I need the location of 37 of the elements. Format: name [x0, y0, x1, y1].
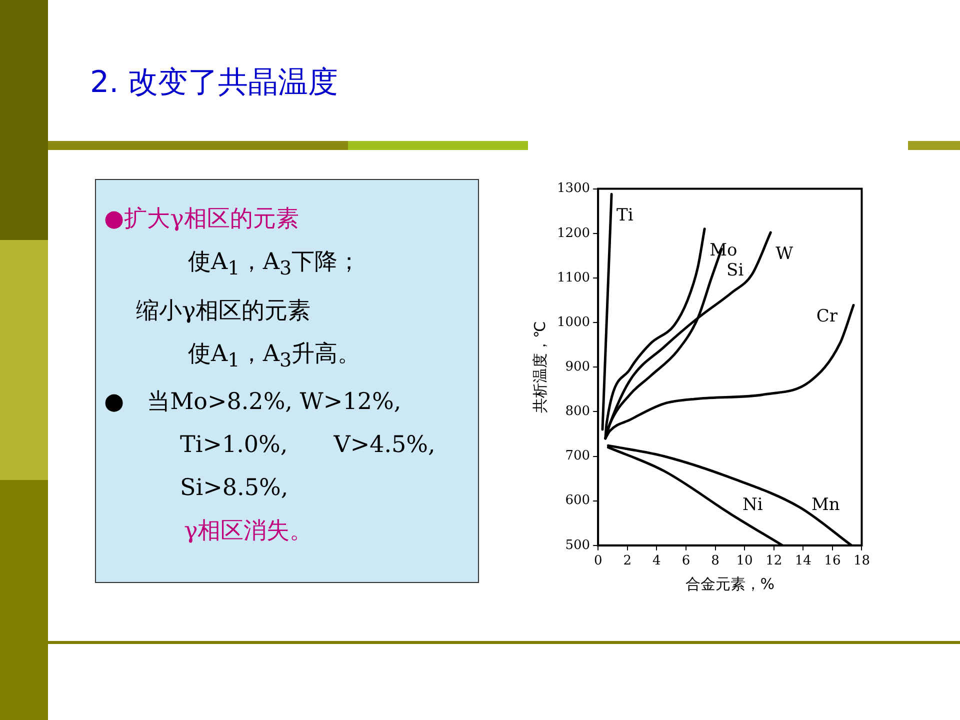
- text: ● 当Mo>8.2%, W>12%,: [104, 388, 402, 418]
- x-tick-label: 6: [682, 554, 690, 569]
- y-tick-label: 1000: [556, 314, 590, 330]
- x-tick-label: 18: [853, 554, 870, 569]
- x-tick-label: 16: [824, 554, 841, 569]
- text: Ti>1.0%, V>4.5%,: [179, 431, 436, 460]
- x-axis-title: 合金元素，%: [685, 574, 775, 593]
- series-label: Ti: [616, 206, 634, 226]
- y-tick-label: 800: [565, 404, 590, 420]
- text: 缩小γ相区的元素: [135, 296, 312, 326]
- y-tick-label: 1200: [556, 226, 590, 241]
- x-tick-label: 4: [652, 554, 661, 569]
- x-tick-label: 8: [711, 554, 720, 569]
- text: 2. 改变了共晶温度: [90, 64, 338, 102]
- text: γ相区消失。: [183, 517, 314, 546]
- series-label: W: [776, 244, 794, 264]
- series-label: Si: [726, 260, 744, 280]
- x-tick-label: 0: [594, 554, 602, 569]
- series-label: Mn: [811, 494, 840, 515]
- x-tick-label: 2: [623, 554, 632, 569]
- series-label: Mo: [710, 240, 738, 260]
- y-tick-label: 600: [565, 493, 590, 508]
- text: 使A$_{1}$，A$_{3}$下降；: [187, 248, 362, 282]
- text: ●扩大γ相区的元素: [104, 205, 300, 234]
- y-axis-title: 共析温度，℃: [530, 321, 549, 414]
- y-tick-label: 700: [565, 448, 590, 464]
- text: 使A$_{1}$，A$_{3}$升高。: [187, 340, 362, 374]
- text: Si>8.5%,: [179, 474, 290, 504]
- series-label: Ni: [742, 494, 764, 515]
- x-tick-label: 10: [736, 554, 753, 569]
- y-tick-label: 900: [565, 359, 590, 374]
- x-tick-label: 14: [794, 554, 812, 569]
- series-label: Cr: [816, 306, 838, 327]
- x-tick-label: 12: [766, 554, 782, 569]
- y-tick-label: 500: [565, 538, 590, 553]
- y-tick-label: 1300: [556, 181, 590, 196]
- y-tick-label: 1100: [556, 270, 590, 286]
